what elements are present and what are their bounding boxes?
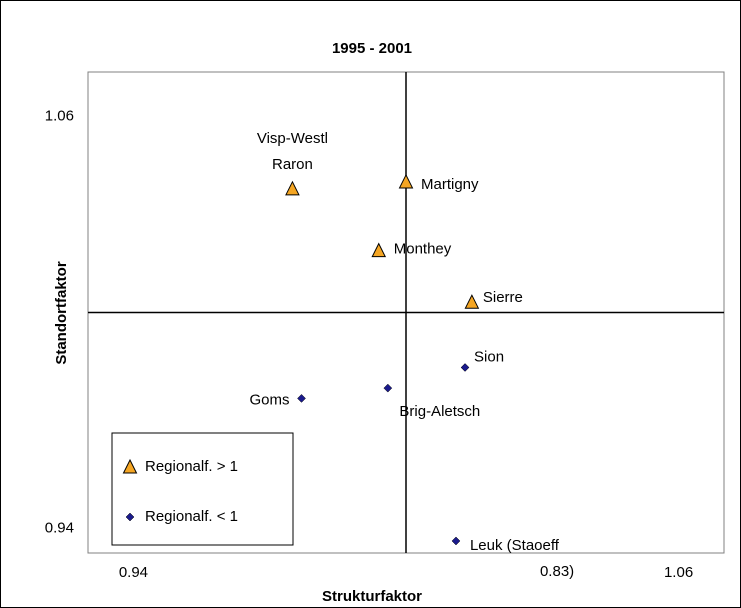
diamond-marker [297, 394, 306, 403]
point-label: Leuk (Staoeff [470, 537, 560, 554]
triangle-marker [398, 173, 414, 189]
point-label: Visp-Westl [257, 130, 328, 147]
point-label: Sion [474, 348, 504, 365]
y-axis-label: Standortfaktor [53, 261, 70, 365]
triangle-marker [464, 294, 480, 309]
x-tick-label: 0.94 [119, 564, 148, 581]
point-label: Goms [249, 391, 289, 408]
point-label: Monthey [394, 241, 452, 258]
point-label: 0.83) [540, 563, 574, 580]
y-tick-label: 0.94 [45, 520, 74, 537]
legend [111, 432, 294, 546]
triangle-marker [371, 242, 387, 258]
point-label: Brig-Aletsch [399, 403, 480, 420]
x-axis-label: Strukturfaktor [322, 588, 422, 605]
diamond-marker [383, 383, 393, 393]
x-tick-label: 1.06 [664, 564, 693, 581]
point-label: Sierre [483, 289, 523, 306]
point-label: Raron [272, 156, 313, 173]
diamond-marker [125, 512, 135, 522]
legend-label: Regionalf. < 1 [145, 508, 238, 525]
chart-title: 1995 - 2001 [332, 40, 412, 57]
triangle-marker [285, 180, 300, 196]
point-label: Martigny [421, 176, 479, 193]
diamond-marker [460, 363, 470, 372]
diamond-marker [451, 536, 461, 546]
y-tick-label: 1.06 [45, 107, 74, 124]
triangle-marker [122, 458, 138, 474]
legend-label: Regionalf. > 1 [145, 458, 238, 475]
